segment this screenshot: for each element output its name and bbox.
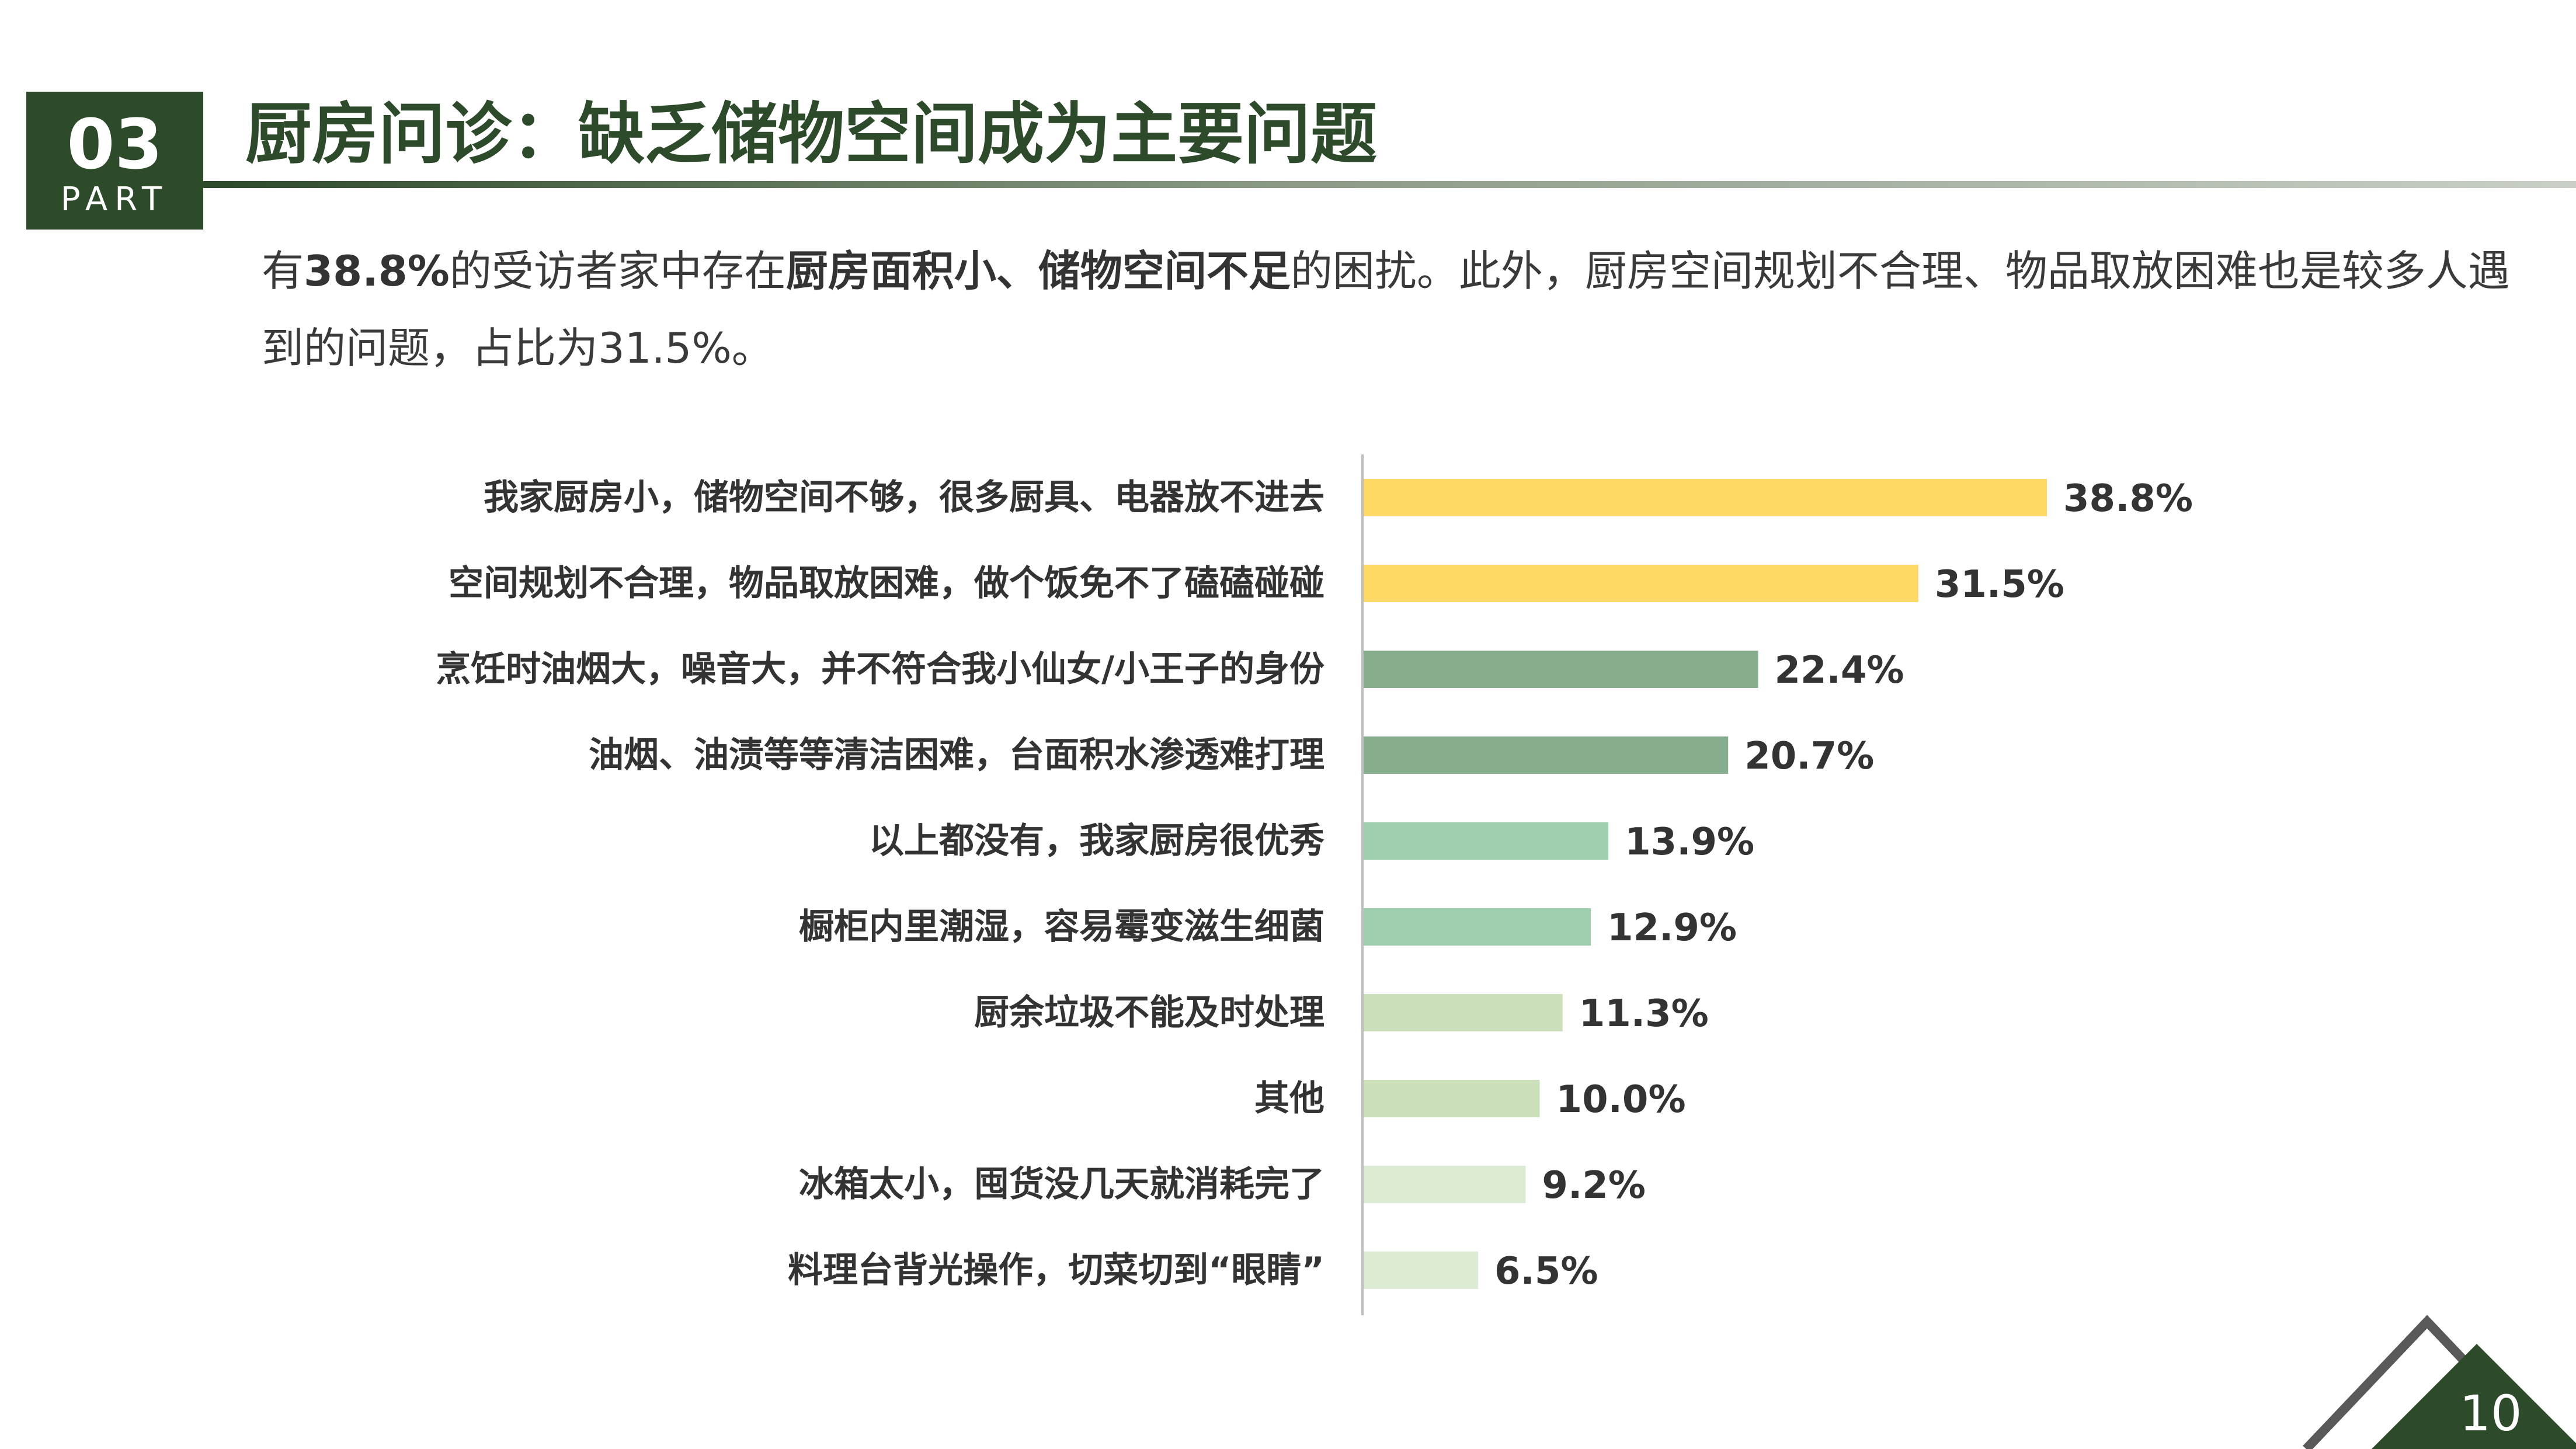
value-label-7: 11.3%	[1579, 992, 1709, 1036]
description: 有38.8%的受访者家中存在厨房面积小、储物空间不足的困扰。此外，厨房空间规划不…	[262, 232, 2516, 387]
category-label-4: 油烟、油渍等等清洁困难，台面积水渗透难打理	[589, 735, 1324, 776]
section-badge: 03 PART	[26, 92, 203, 230]
bar-8	[1364, 1080, 1540, 1117]
category-label-3: 烹饪时油烟大，噪音大，并不符合我小仙女/小王子的身份	[436, 649, 1324, 690]
value-label-1: 38.8%	[2063, 477, 2193, 520]
bar-4	[1364, 736, 1729, 774]
bar-2	[1364, 565, 1918, 602]
value-label-2: 31.5%	[1935, 563, 2064, 606]
description-text-3: 的困扰。此外，厨房空间规划不合理、物品取放困难也是较多人遇到的问题，占比为31.…	[262, 246, 2510, 373]
description-text-2: 的受访者家中存在	[449, 246, 786, 296]
value-label-10: 6.5%	[1494, 1250, 1598, 1293]
bar-7	[1364, 994, 1563, 1031]
bar-6	[1364, 908, 1591, 946]
value-label-4: 20.7%	[1744, 735, 1874, 778]
bar-3	[1364, 651, 1758, 688]
bar-9	[1364, 1166, 1526, 1203]
value-label-3: 22.4%	[1774, 649, 1904, 692]
section-number: 03	[67, 104, 163, 185]
corner-filled-triangle	[2372, 1344, 2576, 1449]
category-label-2: 空间规划不合理，物品取放困难，做个饭免不了磕磕碰碰	[449, 563, 1324, 604]
value-label-5: 13.9%	[1625, 821, 1754, 864]
description-highlight-1: 38.8%	[304, 246, 450, 296]
value-label-8: 10.0%	[1556, 1078, 1686, 1121]
value-label-6: 12.9%	[1607, 906, 1737, 950]
description-highlight-2: 厨房面积小、储物空间不足	[785, 246, 1291, 296]
category-label-9: 冰箱太小，囤货没几天就消耗完了	[799, 1164, 1324, 1205]
category-label-10: 料理台背光操作，切菜切到“眼睛”	[788, 1250, 1324, 1291]
title-divider	[203, 181, 2576, 188]
description-text-1: 有	[262, 246, 304, 296]
category-label-6: 橱柜内里潮湿，容易霉变滋生细菌	[799, 906, 1324, 947]
corner-decoration	[2303, 1315, 2576, 1449]
section-part-label: PART	[60, 180, 169, 218]
category-label-5: 以上都没有，我家厨房很优秀	[869, 821, 1324, 861]
page-number: 10	[2459, 1385, 2522, 1442]
category-label-8: 其他	[1254, 1078, 1324, 1119]
bar-10	[1364, 1252, 1479, 1289]
page-title: 厨房问诊：缺乏储物空间成为主要问题	[245, 95, 1378, 173]
category-label-1: 我家厨房小，储物空间不够，很多厨具、电器放不进去	[484, 477, 1324, 518]
bar-1	[1364, 479, 2047, 516]
value-label-9: 9.2%	[1542, 1164, 1646, 1207]
category-label-7: 厨余垃圾不能及时处理	[974, 992, 1324, 1033]
bar-5	[1364, 822, 1609, 860]
